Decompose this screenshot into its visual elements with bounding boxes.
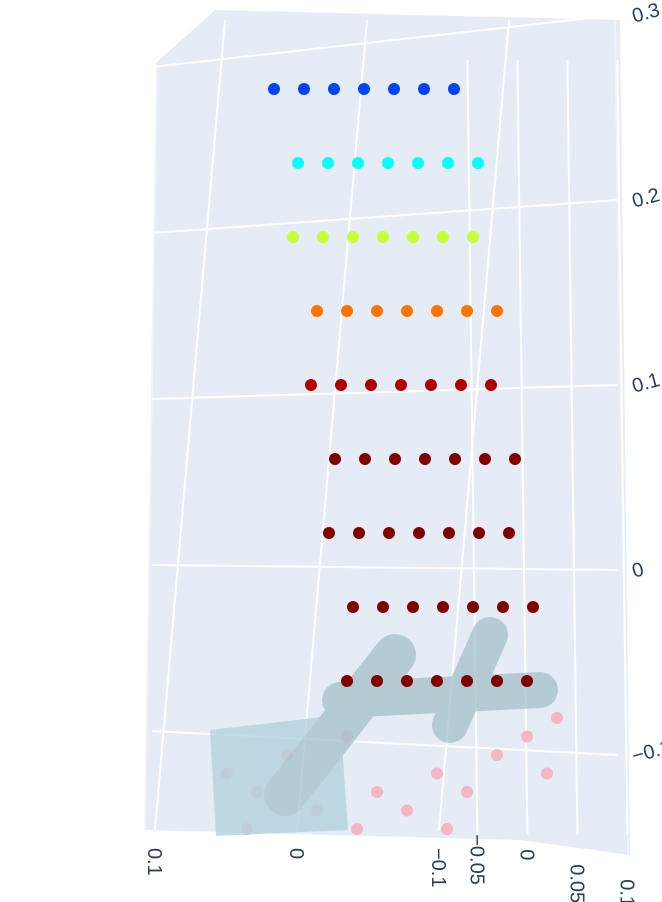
point	[351, 823, 363, 835]
point	[341, 675, 353, 687]
point	[335, 379, 347, 391]
y-tick-label: 0.1	[615, 879, 637, 902]
axis-edge	[144, 61, 158, 831]
point	[541, 767, 553, 780]
y-tick-label: 0.05	[565, 864, 587, 902]
point	[437, 601, 449, 613]
point	[412, 157, 424, 169]
point	[298, 83, 310, 95]
point	[347, 601, 359, 613]
grid-line	[151, 564, 618, 571]
point	[491, 749, 503, 761]
point	[527, 601, 539, 613]
point	[359, 453, 371, 465]
point	[419, 453, 431, 465]
point	[449, 453, 461, 465]
point	[431, 675, 443, 687]
point	[329, 453, 341, 465]
point	[377, 231, 389, 243]
point	[413, 527, 425, 539]
point	[388, 83, 400, 95]
point	[353, 527, 365, 539]
point	[472, 157, 484, 169]
point	[371, 786, 383, 798]
x-tick-label: −0.1	[427, 848, 449, 887]
point	[401, 804, 413, 817]
points-cloud	[268, 83, 539, 687]
point	[437, 231, 449, 243]
point	[358, 83, 370, 95]
point	[448, 83, 460, 95]
point	[347, 231, 359, 243]
point	[461, 786, 473, 798]
point	[395, 379, 407, 391]
point	[551, 712, 563, 724]
z-tick-label: 0.2	[630, 184, 662, 212]
mesh-bar	[322, 672, 558, 718]
point	[443, 527, 455, 539]
point	[473, 527, 485, 539]
point	[292, 157, 304, 169]
point	[431, 305, 443, 317]
point	[317, 231, 329, 243]
point	[401, 305, 413, 317]
point	[521, 675, 533, 687]
z-tick-label: 0.1	[630, 369, 662, 397]
grid-line	[151, 14, 618, 68]
point	[491, 675, 503, 687]
point	[322, 157, 334, 169]
point	[425, 379, 437, 391]
point	[491, 305, 503, 317]
point	[461, 305, 473, 317]
point	[371, 305, 383, 317]
grid-line	[566, 59, 579, 836]
grid-line	[151, 199, 618, 234]
point	[418, 83, 430, 95]
point	[407, 231, 419, 243]
point	[521, 730, 533, 743]
point	[497, 601, 509, 613]
point	[383, 527, 395, 539]
point	[268, 83, 280, 95]
point	[407, 601, 419, 613]
x-tick-label: 0.1	[143, 848, 165, 876]
point	[377, 601, 389, 613]
z-tick-label: −0.1	[630, 736, 662, 767]
point	[311, 305, 323, 317]
point	[305, 379, 317, 391]
grid-line	[296, 19, 368, 831]
grid-line	[151, 384, 618, 400]
z-tick-label: 0.3	[630, 0, 662, 28]
point	[455, 379, 467, 391]
point	[442, 157, 454, 169]
point	[371, 675, 383, 687]
point	[467, 231, 479, 243]
point	[323, 527, 335, 539]
point	[341, 305, 353, 317]
point	[509, 453, 521, 465]
y-tick-label: 0	[515, 849, 537, 860]
y-tick-label: −0.05	[465, 834, 487, 885]
scene-background	[145, 10, 630, 855]
point	[479, 453, 491, 465]
point	[441, 823, 453, 835]
x-tick-label: 0	[285, 848, 307, 859]
point	[389, 453, 401, 465]
point	[431, 767, 443, 780]
z-tick-label: 0	[630, 558, 646, 582]
point	[461, 675, 473, 687]
point	[503, 527, 515, 539]
point	[485, 379, 497, 391]
point	[401, 675, 413, 687]
point	[467, 601, 479, 613]
point	[352, 157, 364, 169]
point	[382, 157, 394, 169]
point	[328, 83, 340, 95]
grid-line	[154, 19, 226, 831]
grid-line	[616, 59, 629, 836]
point	[287, 231, 299, 243]
point	[365, 379, 377, 391]
